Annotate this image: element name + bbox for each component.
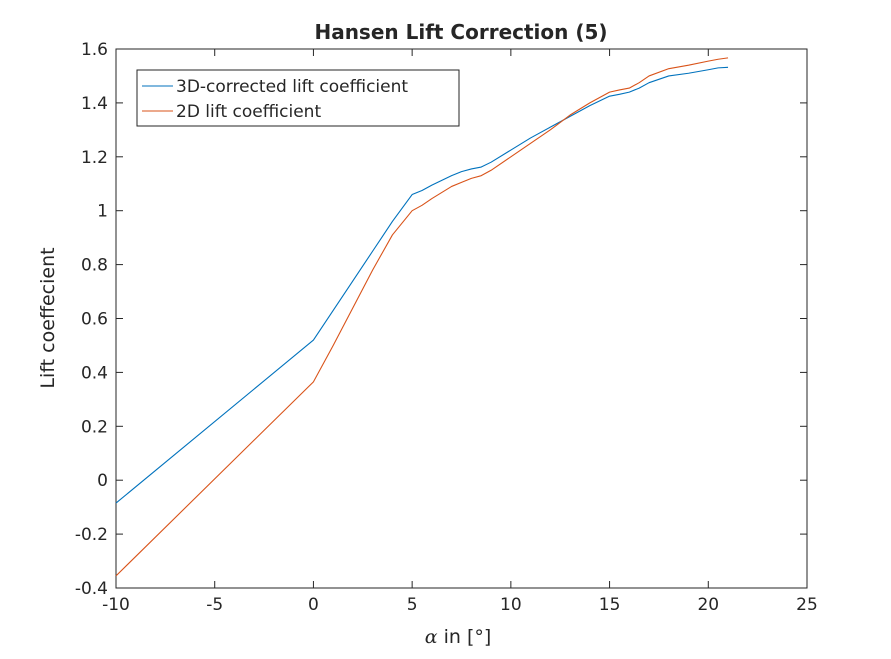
axis-ticks: -10 -5 0 5 10 15 20 25 -0.4 -0.2 0 0.2 0.4 0.6 0.8 1 1.2… xyxy=(75,40,818,615)
series-layer xyxy=(115,57,729,577)
y-tick-label: 0.2 xyxy=(81,417,108,437)
legend-label-2d: 2D lift coefficient xyxy=(176,102,321,122)
x-tick-label: 10 xyxy=(500,595,522,615)
y-tick-label: -0.4 xyxy=(75,579,108,599)
legend-label-3d: 3D-corrected lift coefficient xyxy=(176,77,408,97)
y-tick-label: 0.8 xyxy=(81,256,108,276)
y-tick-label: 1.4 xyxy=(81,94,108,114)
series-line-2d xyxy=(115,57,729,577)
y-tick-label: 1.6 xyxy=(81,40,108,60)
x-axis-label: α in [°] xyxy=(425,626,492,648)
x-tick-label: 25 xyxy=(796,595,818,615)
y-tick-label: 1 xyxy=(97,202,108,222)
legend-box xyxy=(136,69,460,127)
x-axis-label-symbol: α xyxy=(425,626,438,648)
x-tick-label: -5 xyxy=(206,595,223,615)
x-tick-label: 5 xyxy=(407,595,418,615)
x-tick-label: -10 xyxy=(102,595,130,615)
plot-area xyxy=(115,48,808,589)
legend: 3D-corrected lift coefficient 2D lift co… xyxy=(136,69,460,127)
chart-title: Hansen Lift Correction (5) xyxy=(314,20,607,44)
x-tick-label: 0 xyxy=(308,595,319,615)
x-axis-label-text: in [°] xyxy=(438,626,492,648)
y-tick-label: -0.2 xyxy=(75,525,108,545)
y-axis-label: Lift coeffecient xyxy=(37,247,59,388)
x-tick-label: 20 xyxy=(697,595,719,615)
y-tick-label: 1.2 xyxy=(81,148,108,168)
y-tick-label: 0 xyxy=(97,471,108,491)
x-tick-label: 15 xyxy=(599,595,621,615)
y-tick-label: 0.6 xyxy=(81,310,108,330)
y-tick-label: 0.4 xyxy=(81,363,108,383)
series-line-3d-corrected xyxy=(115,66,729,504)
